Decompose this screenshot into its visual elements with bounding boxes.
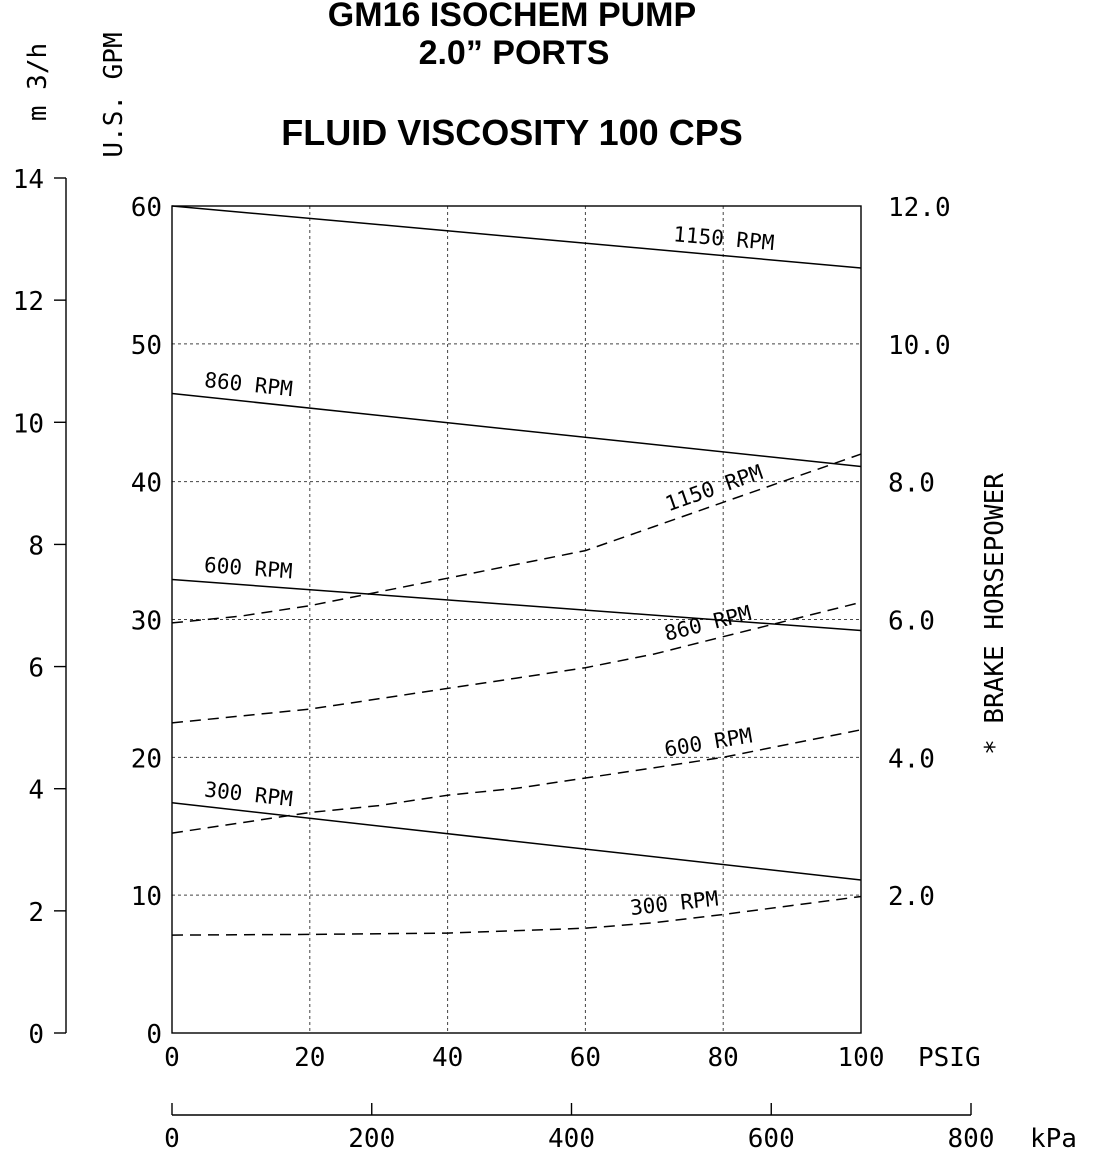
gpm-tick-label: 60 xyxy=(131,193,162,223)
gpm-tick-label: 30 xyxy=(131,607,162,637)
flow-1150-rpm-line xyxy=(171,205,862,269)
bhp-860-rpm-line xyxy=(171,601,862,724)
bhp-tick-label: 6.0 xyxy=(888,607,935,637)
flow-300-rpm-line xyxy=(171,802,862,881)
x2-axis-unit-label: kPa xyxy=(1030,1124,1077,1151)
gpm-tick-label: 20 xyxy=(131,744,162,774)
gpm-axis-label: U.S. GPM xyxy=(99,32,129,157)
psig-tick-label: 40 xyxy=(432,1043,463,1073)
gpm-tick-label: 0 xyxy=(146,1020,162,1050)
kpa-tick-label: 0 xyxy=(164,1124,180,1151)
data-series: 1150 RPM 860 RPM 600 RPM 300 RPM 1150 RPM 860… xyxy=(171,205,862,936)
bhp-600-rpm-label: 600 RPM xyxy=(663,723,754,761)
flow-1150-rpm-label: 1150 RPM xyxy=(672,222,775,255)
bhp-1150-rpm-label: 1150 RPM xyxy=(662,460,765,516)
kpa-tick-label: 800 xyxy=(948,1124,995,1151)
bhp-300-rpm-line xyxy=(171,895,862,936)
chart-title-line-2: 2.0” PORTS xyxy=(419,34,610,72)
axes xyxy=(54,177,972,1116)
metric-tick-label: 2 xyxy=(28,898,44,928)
psig-tick-label: 60 xyxy=(570,1043,601,1073)
chart-title-line-1: GM16 ISOCHEM PUMP xyxy=(328,0,696,34)
gpm-tick-label: 50 xyxy=(131,331,162,361)
metric-axis-label: m 3/h xyxy=(23,43,53,121)
metric-tick-label: 12 xyxy=(13,287,44,317)
kpa-tick-label: 200 xyxy=(348,1124,395,1151)
bhp-axis-label: * BRAKE HORSEPOWER xyxy=(980,473,1010,755)
psig-tick-label: 80 xyxy=(708,1043,739,1073)
chart-subtitle: FLUID VISCOSITY 100 CPS xyxy=(281,112,742,153)
metric-tick-label: 10 xyxy=(13,409,44,439)
bhp-tick-label: 2.0 xyxy=(888,882,935,912)
tick-labels: 0 2 4 6 8 10 12 14 0 10 20 30 40 50 60 2.0 4.0 6.0 8.0 10.0… xyxy=(13,165,995,1151)
metric-tick-label: 6 xyxy=(28,654,44,684)
bhp-tick-label: 10.0 xyxy=(888,331,951,361)
gpm-tick-label: 40 xyxy=(131,469,162,499)
flow-860-rpm-line xyxy=(171,392,862,468)
kpa-tick-label: 600 xyxy=(748,1124,795,1151)
bhp-tick-label: 8.0 xyxy=(888,469,935,499)
bhp-300-rpm-label: 300 RPM xyxy=(629,887,720,921)
bhp-860-rpm-label: 860 RPM xyxy=(662,601,754,646)
metric-tick-label: 4 xyxy=(28,776,44,806)
bhp-tick-label: 4.0 xyxy=(888,744,935,774)
flow-300-rpm-label: 300 RPM xyxy=(203,778,294,812)
psig-tick-label: 0 xyxy=(164,1043,180,1073)
psig-tick-label: 100 xyxy=(838,1043,885,1073)
flow-860-rpm-label: 860 RPM xyxy=(203,368,294,401)
psig-tick-label: 20 xyxy=(294,1043,325,1073)
flow-600-rpm-line xyxy=(171,578,862,632)
kpa-tick-label: 400 xyxy=(548,1124,595,1151)
x-axis-unit-label: PSIG xyxy=(918,1043,981,1073)
plot-frame xyxy=(171,205,862,1034)
metric-tick-label: 0 xyxy=(28,1020,44,1050)
bhp-600-rpm-line xyxy=(171,729,862,834)
grid-lines xyxy=(172,206,861,1033)
gpm-tick-label: 10 xyxy=(131,882,162,912)
bhp-1150-rpm-line xyxy=(171,453,862,624)
metric-tick-label: 14 xyxy=(13,165,44,195)
flow-600-rpm-label: 600 RPM xyxy=(203,553,293,583)
bhp-tick-label: 12.0 xyxy=(888,193,951,223)
metric-tick-label: 8 xyxy=(28,531,44,561)
